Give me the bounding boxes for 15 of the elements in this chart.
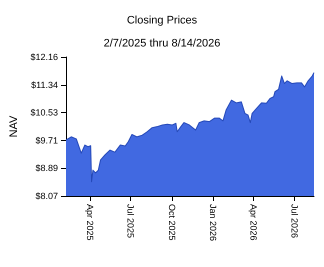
y-tick-label: $10.53	[30, 107, 58, 118]
y-tick-label: $8.07	[35, 191, 58, 201]
y-axis-title: NAV	[8, 114, 20, 138]
chart-subtitle: 2/7/2025 thru 8/14/2026	[104, 38, 220, 50]
y-tick-label: $11.34	[31, 80, 58, 90]
x-tick-label: Apr 2026	[248, 204, 258, 241]
y-tick-label: $8.89	[35, 163, 58, 174]
x-tick-label: Jul 2026	[289, 204, 300, 238]
y-tick-label: $12.16	[30, 52, 58, 62]
x-tick-label: Jan 2026	[208, 204, 218, 242]
chart-title: Closing Prices	[126, 14, 198, 26]
x-tick-label: Apr 2025	[84, 204, 95, 241]
x-tick-label: Oct 2025	[166, 204, 177, 241]
x-tick-label: Jul 2025	[126, 204, 136, 238]
y-tick-label: $9.71	[35, 135, 58, 146]
